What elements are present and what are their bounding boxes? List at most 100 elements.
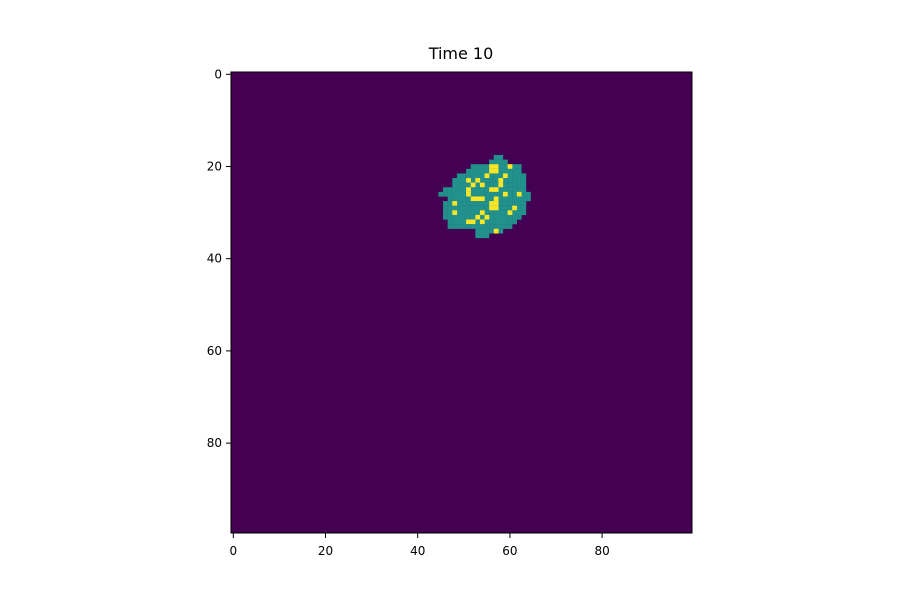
heatmap-cell-state1 [498, 224, 504, 229]
heatmap-cell-state1 [475, 191, 481, 197]
plot-area [230, 71, 693, 534]
heatmap-cell-state1 [512, 219, 517, 225]
heatmap-cell-state1 [456, 182, 462, 188]
heatmap-cell-state1 [475, 228, 481, 234]
heatmap-cell-state1 [470, 187, 476, 193]
heatmap-cell-state1 [475, 233, 481, 239]
heatmap-cell-state1 [452, 187, 458, 193]
heatmap-cell-state1 [470, 210, 476, 216]
heatmap-cell-state1 [489, 182, 494, 188]
heatmap-cell-state1 [498, 210, 504, 216]
heatmap-cell-state1 [489, 210, 494, 216]
heatmap-cell-state1 [516, 196, 522, 202]
heatmap-cell-state1 [461, 224, 467, 229]
heatmap-cell-state1 [447, 205, 453, 211]
heatmap-cell-state1 [456, 201, 462, 206]
heatmap-cell-state1 [461, 205, 467, 211]
heatmap-cell-state1 [470, 224, 476, 229]
heatmap-cell-state1 [456, 187, 462, 193]
x-tick-label: 20 [318, 544, 333, 558]
heatmap-cell-state2 [484, 173, 490, 179]
heatmap-cell-state1 [461, 178, 467, 183]
heatmap-cell-state1 [479, 178, 485, 183]
heatmap-cell-state1 [493, 224, 499, 229]
heatmap-cell-state1 [507, 168, 513, 174]
heatmap-cell-state1 [507, 196, 513, 202]
heatmap-cell-state1 [516, 168, 522, 174]
heatmap-cell-state1 [516, 205, 522, 211]
heatmap-cell-state1 [512, 182, 517, 188]
heatmap-cell-state1 [516, 173, 522, 179]
heatmap-cell-state1 [493, 182, 499, 188]
heatmap-cell-state2 [489, 187, 494, 193]
heatmap-cell-state1 [443, 201, 448, 206]
heatmap-cell-state1 [479, 205, 485, 211]
x-tick-label: 60 [502, 544, 517, 558]
heatmap-cell-state2 [502, 191, 508, 197]
heatmap-cell-state1 [507, 224, 513, 229]
heatmap-cell-state1 [470, 178, 476, 183]
heatmap-cell-state1 [475, 168, 481, 174]
heatmap-cell-state1 [493, 159, 499, 165]
heatmap-cell-state1 [484, 233, 490, 239]
heatmap-cell-state2 [470, 219, 476, 225]
heatmap-cell-state2 [475, 178, 481, 183]
heatmap-cell-state1 [498, 154, 504, 160]
heatmap-cell-state1 [516, 164, 522, 169]
heatmap-cell-state1 [516, 214, 522, 220]
heatmap-cell-state2 [452, 210, 458, 216]
heatmap-cell-state1 [443, 205, 448, 211]
heatmap-cell-state1 [484, 196, 490, 202]
heatmap-cell-state1 [461, 196, 467, 202]
heatmap-cell-state1 [456, 210, 462, 216]
heatmap-cell-state1 [498, 201, 504, 206]
heatmap-cell-state2 [470, 196, 476, 202]
heatmap-cell-state1 [489, 214, 494, 220]
heatmap-cell-state1 [461, 182, 467, 188]
heatmap-cell-state1 [512, 196, 517, 202]
heatmap-cell-state1 [466, 168, 471, 174]
heatmap-cell-state2 [493, 187, 499, 193]
heatmap-cell-state1 [475, 164, 481, 169]
heatmap-cell-state2 [466, 191, 471, 197]
heatmap-cell-state1 [484, 187, 490, 193]
heatmap-cell-state1 [502, 196, 508, 202]
heatmap-cell-state1 [475, 187, 481, 193]
heatmap-cell-state1 [461, 191, 467, 197]
heatmap-cell-state1 [493, 173, 499, 179]
heatmap-cell-state1 [507, 191, 513, 197]
heatmap-cell-state1 [484, 201, 490, 206]
heatmap-cell-state1 [452, 182, 458, 188]
heatmap-cell-state1 [466, 196, 471, 202]
heatmap-cell-state1 [512, 173, 517, 179]
heatmap-cell-state1 [479, 164, 485, 169]
heatmap-cell-state1 [461, 210, 467, 216]
heatmap-cell-state1 [516, 210, 522, 216]
heatmap-cell-state1 [484, 182, 490, 188]
heatmap-cell-state2 [507, 210, 513, 216]
heatmap-cell-state1 [484, 178, 490, 183]
heatmap-cell-state2 [493, 205, 499, 211]
heatmap-cell-state1 [466, 201, 471, 206]
heatmap-cell-state1 [456, 214, 462, 220]
heatmap-cell-state1 [489, 224, 494, 229]
heatmap-cell-state1 [466, 224, 471, 229]
heatmap-cell-state1 [498, 168, 504, 174]
heatmap-cell-state1 [521, 182, 527, 188]
y-tick-label: 20 [207, 160, 222, 174]
heatmap-cell-state1 [452, 224, 458, 229]
heatmap-cell-state1 [502, 219, 508, 225]
heatmap-cell-state1 [484, 164, 490, 169]
heatmap-cell-state1 [507, 182, 513, 188]
heatmap-cell-state1 [502, 182, 508, 188]
heatmap-cell-state1 [502, 159, 508, 165]
x-tick-label: 80 [594, 544, 609, 558]
heatmap-cell-state1 [479, 214, 485, 220]
plot-background [231, 72, 692, 533]
heatmap-cell-state1 [502, 164, 508, 169]
heatmap-cell-state1 [484, 168, 490, 174]
heatmap-cell-state1 [447, 201, 453, 206]
heatmap-cell-state1 [475, 182, 481, 188]
heatmap-cell-state1 [443, 210, 448, 216]
